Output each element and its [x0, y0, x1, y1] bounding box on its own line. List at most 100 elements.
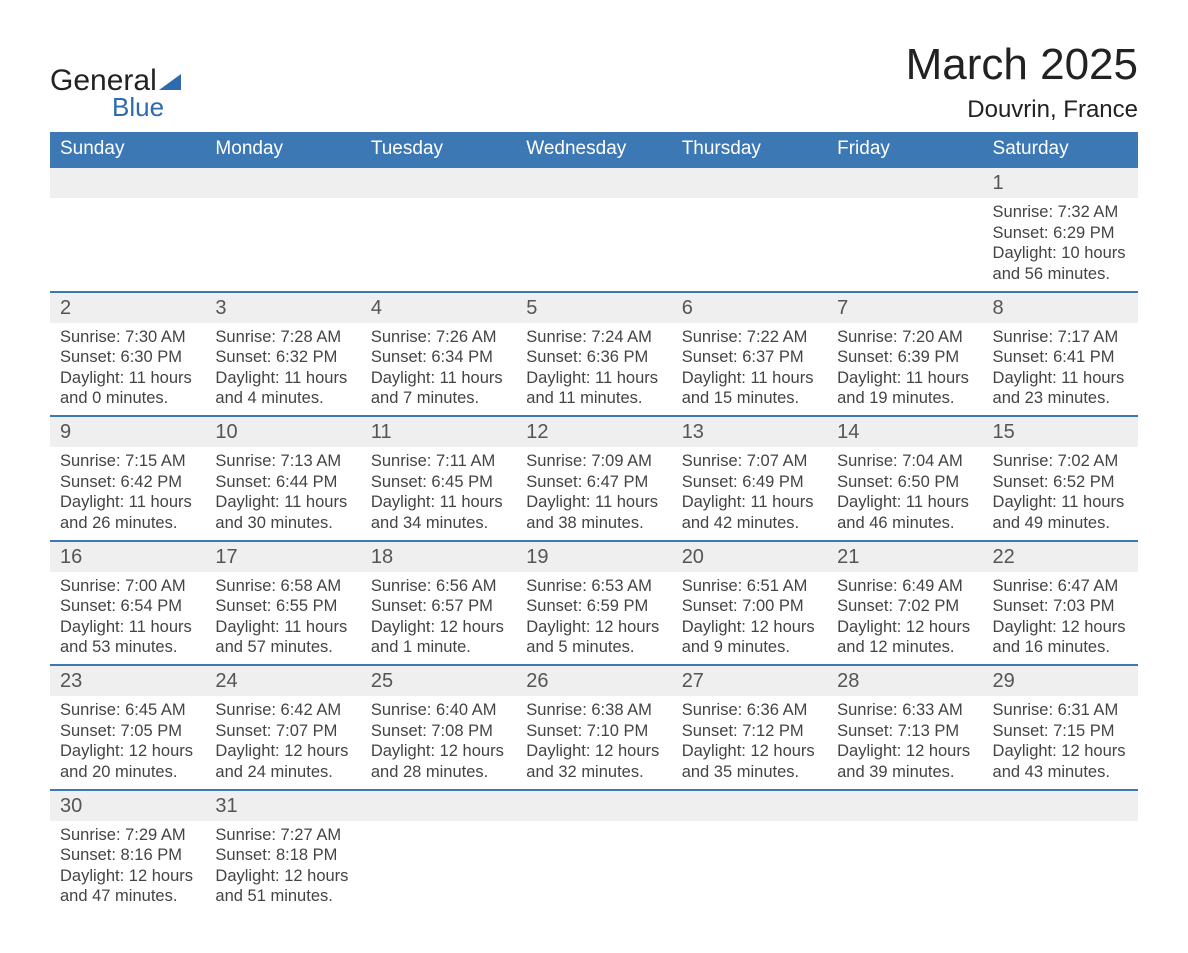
day-number-cell: 7 — [827, 292, 982, 323]
day-number-cell: 14 — [827, 416, 982, 447]
day-dl1: Daylight: 11 hours — [60, 368, 195, 389]
day-number: 13 — [682, 421, 704, 443]
day-dl2: and 9 minutes. — [682, 637, 817, 658]
day-number-cell: 30 — [50, 790, 205, 821]
day-number-cell: 18 — [361, 541, 516, 572]
day-sunrise: Sunrise: 7:28 AM — [215, 327, 350, 348]
day-dl2: and 39 minutes. — [837, 762, 972, 783]
day-detail-cell: Sunrise: 7:11 AMSunset: 6:45 PMDaylight:… — [361, 447, 516, 541]
day-dl1: Daylight: 12 hours — [993, 741, 1128, 762]
calendar-week-detail-row: Sunrise: 7:29 AMSunset: 8:16 PMDaylight:… — [50, 821, 1138, 914]
calendar-week-detail-row: Sunrise: 7:32 AMSunset: 6:29 PMDaylight:… — [50, 198, 1138, 292]
day-number-cell: 28 — [827, 665, 982, 696]
day-number-cell: 8 — [983, 292, 1138, 323]
day-dl1: Daylight: 11 hours — [526, 492, 661, 513]
day-sunrise: Sunrise: 6:31 AM — [993, 700, 1128, 721]
day-dl1: Daylight: 11 hours — [60, 492, 195, 513]
day-sunrise: Sunrise: 7:07 AM — [682, 451, 817, 472]
weekday-header: Saturday — [983, 132, 1138, 167]
day-number-cell: 12 — [516, 416, 671, 447]
day-sunset: Sunset: 6:32 PM — [215, 347, 350, 368]
day-number-cell — [516, 790, 671, 821]
day-dl1: Daylight: 11 hours — [371, 492, 506, 513]
day-sunrise: Sunrise: 7:13 AM — [215, 451, 350, 472]
day-detail-cell — [983, 821, 1138, 914]
day-sunset: Sunset: 7:07 PM — [215, 721, 350, 742]
day-detail-cell: Sunrise: 7:29 AMSunset: 8:16 PMDaylight:… — [50, 821, 205, 914]
day-sunset: Sunset: 6:47 PM — [526, 472, 661, 493]
day-number-cell: 4 — [361, 292, 516, 323]
day-dl1: Daylight: 12 hours — [682, 617, 817, 638]
day-dl2: and 32 minutes. — [526, 762, 661, 783]
calendar-body: 1 Sunrise: 7:32 AMSunset: 6:29 PMDayligh… — [50, 167, 1138, 913]
day-number: 18 — [371, 546, 393, 568]
day-number: 26 — [526, 670, 548, 692]
day-sunrise: Sunrise: 7:30 AM — [60, 327, 195, 348]
day-detail-cell: Sunrise: 6:40 AMSunset: 7:08 PMDaylight:… — [361, 696, 516, 790]
day-number-cell: 16 — [50, 541, 205, 572]
day-number-cell — [672, 167, 827, 198]
day-dl1: Daylight: 12 hours — [993, 617, 1128, 638]
day-dl2: and 24 minutes. — [215, 762, 350, 783]
day-number-cell: 2 — [50, 292, 205, 323]
day-detail-cell: Sunrise: 7:20 AMSunset: 6:39 PMDaylight:… — [827, 323, 982, 417]
day-dl2: and 15 minutes. — [682, 388, 817, 409]
day-dl2: and 11 minutes. — [526, 388, 661, 409]
day-dl1: Daylight: 11 hours — [60, 617, 195, 638]
day-sunrise: Sunrise: 6:45 AM — [60, 700, 195, 721]
day-dl2: and 5 minutes. — [526, 637, 661, 658]
day-detail-cell: Sunrise: 7:26 AMSunset: 6:34 PMDaylight:… — [361, 323, 516, 417]
day-sunset: Sunset: 6:34 PM — [371, 347, 506, 368]
day-detail-cell: Sunrise: 7:22 AMSunset: 6:37 PMDaylight:… — [672, 323, 827, 417]
day-sunrise: Sunrise: 7:20 AM — [837, 327, 972, 348]
day-number-cell: 19 — [516, 541, 671, 572]
day-number: 28 — [837, 670, 859, 692]
day-sunset: Sunset: 6:57 PM — [371, 596, 506, 617]
day-sunrise: Sunrise: 7:26 AM — [371, 327, 506, 348]
day-dl2: and 56 minutes. — [993, 264, 1128, 285]
day-sunrise: Sunrise: 6:38 AM — [526, 700, 661, 721]
day-detail-cell — [361, 198, 516, 292]
day-detail-cell: Sunrise: 6:38 AMSunset: 7:10 PMDaylight:… — [516, 696, 671, 790]
day-number-cell — [361, 790, 516, 821]
day-dl2: and 47 minutes. — [60, 886, 195, 907]
calendar-week-detail-row: Sunrise: 7:15 AMSunset: 6:42 PMDaylight:… — [50, 447, 1138, 541]
day-sunset: Sunset: 7:05 PM — [60, 721, 195, 742]
weekday-header: Sunday — [50, 132, 205, 167]
day-dl2: and 26 minutes. — [60, 513, 195, 534]
day-dl1: Daylight: 12 hours — [371, 617, 506, 638]
day-detail-cell: Sunrise: 6:51 AMSunset: 7:00 PMDaylight:… — [672, 572, 827, 666]
day-sunset: Sunset: 6:50 PM — [837, 472, 972, 493]
day-number: 22 — [993, 546, 1015, 568]
day-dl1: Daylight: 12 hours — [60, 741, 195, 762]
day-number-cell: 20 — [672, 541, 827, 572]
day-sunrise: Sunrise: 6:47 AM — [993, 576, 1128, 597]
day-sunrise: Sunrise: 6:58 AM — [215, 576, 350, 597]
day-sunset: Sunset: 7:13 PM — [837, 721, 972, 742]
day-detail-cell: Sunrise: 7:15 AMSunset: 6:42 PMDaylight:… — [50, 447, 205, 541]
day-number: 11 — [371, 421, 392, 443]
day-dl2: and 0 minutes. — [60, 388, 195, 409]
day-dl2: and 43 minutes. — [993, 762, 1128, 783]
day-detail-cell: Sunrise: 7:09 AMSunset: 6:47 PMDaylight:… — [516, 447, 671, 541]
day-number-cell: 9 — [50, 416, 205, 447]
day-detail-cell: Sunrise: 7:07 AMSunset: 6:49 PMDaylight:… — [672, 447, 827, 541]
day-dl2: and 30 minutes. — [215, 513, 350, 534]
page-title: March 2025 — [906, 40, 1138, 90]
day-dl2: and 42 minutes. — [682, 513, 817, 534]
calendar-week-daynum-row: 1 — [50, 167, 1138, 198]
day-number-cell: 11 — [361, 416, 516, 447]
day-sunrise: Sunrise: 7:02 AM — [993, 451, 1128, 472]
day-number-cell: 31 — [205, 790, 360, 821]
day-dl2: and 20 minutes. — [60, 762, 195, 783]
day-number: 10 — [215, 421, 237, 443]
day-dl2: and 57 minutes. — [215, 637, 350, 658]
day-detail-cell — [672, 198, 827, 292]
day-number: 31 — [215, 795, 237, 817]
day-detail-cell: Sunrise: 6:49 AMSunset: 7:02 PMDaylight:… — [827, 572, 982, 666]
day-number-cell: 6 — [672, 292, 827, 323]
brand-logo: General Blue — [50, 40, 181, 123]
day-sunset: Sunset: 6:54 PM — [60, 596, 195, 617]
day-sunset: Sunset: 7:00 PM — [682, 596, 817, 617]
day-number-cell: 13 — [672, 416, 827, 447]
